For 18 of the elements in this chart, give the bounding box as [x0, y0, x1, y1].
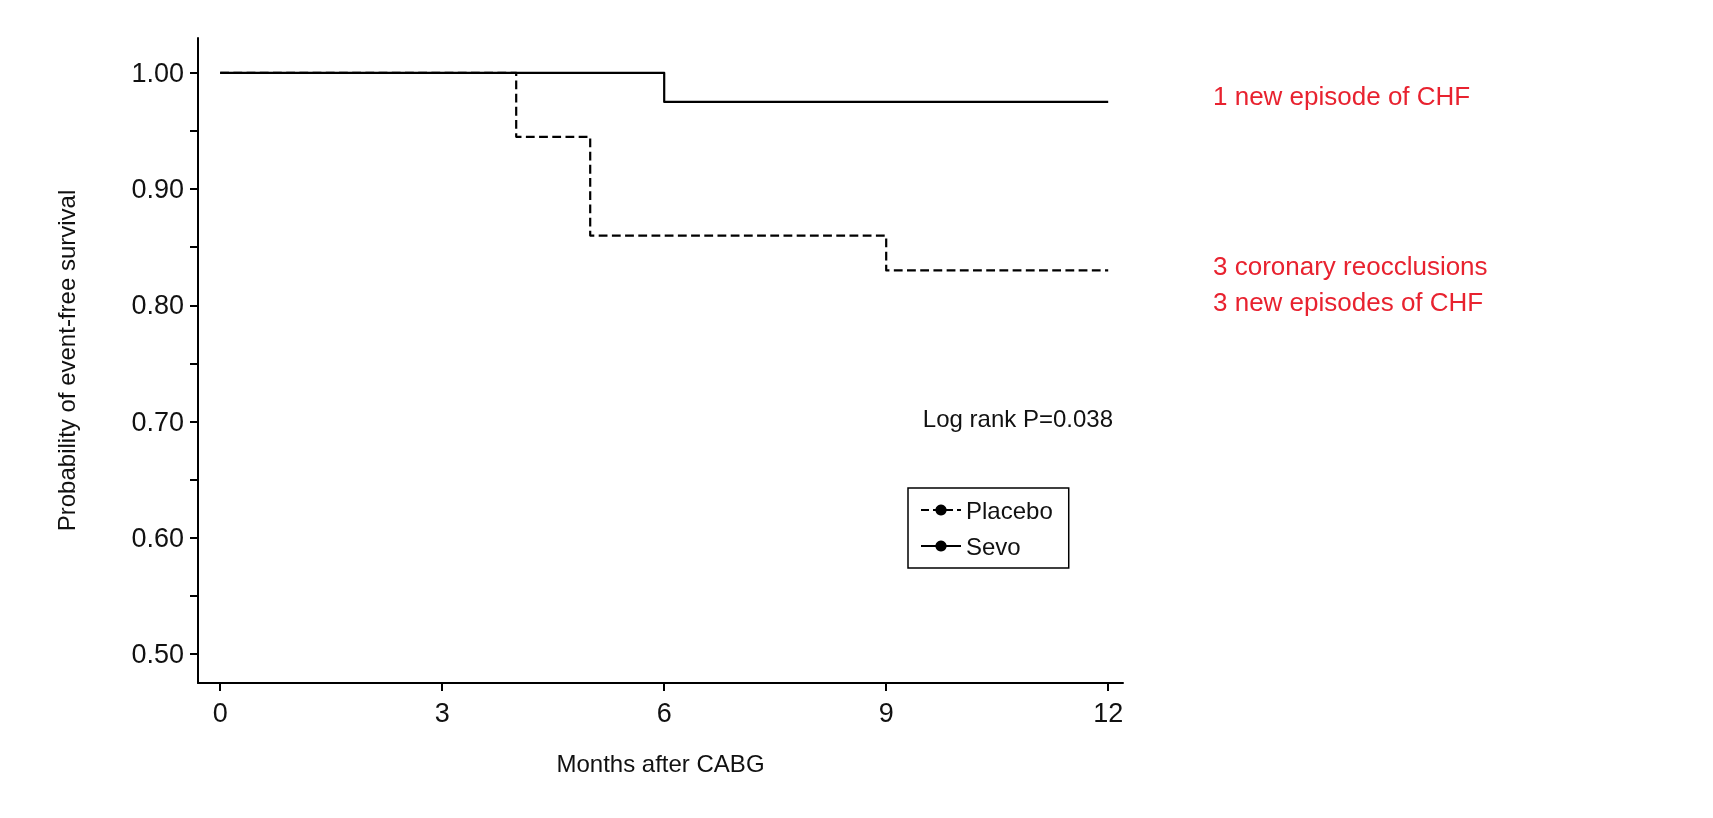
- legend-label: Placebo: [966, 496, 1053, 524]
- text: 1 new episode of CHF: [1213, 81, 1471, 111]
- y-axis-title: Probability of event-free survival: [52, 189, 80, 532]
- x-tick-label: 3: [434, 697, 450, 728]
- y-tick-label: 0.80: [131, 290, 184, 321]
- x-axis-title: Months after CABG: [556, 749, 765, 777]
- x-tick-label: 12: [1093, 697, 1124, 728]
- y-tick-label: 1.00: [131, 57, 184, 88]
- y-tick-label: 0.50: [131, 638, 184, 669]
- y-tick-label: 0.60: [131, 522, 184, 553]
- x-tick-label: 0: [212, 697, 228, 728]
- annotation: Log rank P=0.038: [922, 404, 1113, 432]
- y-tick-label: 0.90: [131, 174, 184, 205]
- text: 3 coronary reocclusions 3 new episodes of CHF: [1213, 251, 1488, 317]
- x-tick-label: 9: [878, 697, 894, 728]
- x-tick-label: 6: [656, 697, 672, 728]
- y-tick-label: 0.70: [131, 406, 184, 437]
- legend-label: Sevo: [966, 532, 1021, 560]
